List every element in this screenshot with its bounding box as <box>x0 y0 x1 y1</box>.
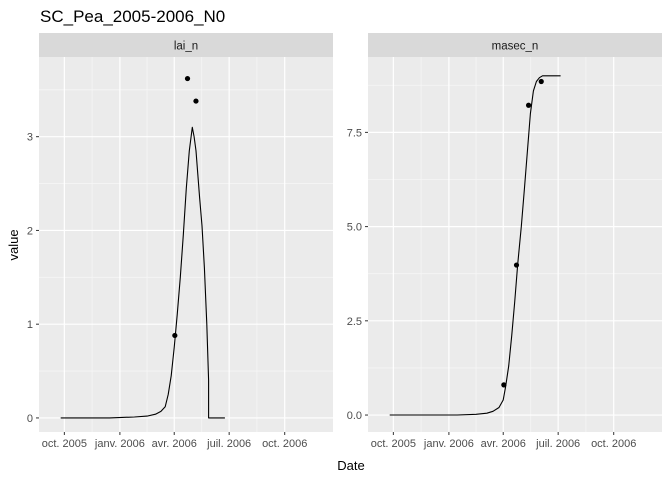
panel-data-layer <box>60 75 225 419</box>
simulated-series-line <box>389 75 561 416</box>
observed-point <box>184 75 191 82</box>
facet-strip-lai-n <box>39 33 333 57</box>
facet-panel-lai-n: lai_n 0 1 2 3 <box>27 33 333 432</box>
x-axis-title: Date <box>337 458 364 473</box>
y-tick-label: 0 <box>27 413 33 425</box>
facet-strip-label: masec_n <box>492 41 539 53</box>
facet-strip-masec-n <box>368 33 662 57</box>
x-tick-label: oct. 2005 <box>42 438 87 450</box>
x-tick-label: juil. 2006 <box>206 438 251 450</box>
panel-data-layer <box>389 75 561 416</box>
observed-point <box>513 262 520 268</box>
y-axis-ticks: 0.0 2.5 5.0 7.5 <box>347 127 368 422</box>
observed-point <box>501 382 507 388</box>
y-tick-label: 7.5 <box>347 127 362 139</box>
facet-panel-masec-n: masec_n 0.0 2.5 5.0 7.5 <box>347 33 662 432</box>
x-tick-label: juil. 2006 <box>535 438 580 450</box>
x-tick-label: janv. 2006 <box>94 438 145 450</box>
panel-gridlines <box>39 57 333 432</box>
y-tick-label: 0.0 <box>347 410 362 422</box>
x-axis-ticks-left: oct. 2005 janv. 2006 avr. 2006 juil. 2006 oc… <box>42 432 307 450</box>
y-axis-ticks: 0 1 2 3 <box>27 132 39 425</box>
y-tick-label: 5.0 <box>347 222 362 234</box>
observed-point <box>193 98 199 104</box>
x-tick-label: janv. 2006 <box>423 438 474 450</box>
observed-point <box>172 332 178 339</box>
y-tick-label: 3 <box>27 132 33 144</box>
simulated-series-line <box>60 126 225 419</box>
y-tick-label: 1 <box>27 319 33 331</box>
x-tick-label: oct. 2005 <box>371 438 416 450</box>
x-axis-ticks-right: oct. 2005 janv. 2006 avr. 2006 juil. 2006 oc… <box>371 432 636 450</box>
y-tick-label: 2 <box>27 225 33 237</box>
chart-title: SC_Pea_2005-2006_N0 <box>40 7 225 26</box>
y-tick-label: 2.5 <box>347 316 362 328</box>
x-tick-label: oct. 2006 <box>591 438 636 450</box>
observed-point <box>538 78 544 85</box>
facet-strip-label: lai_n <box>174 41 198 53</box>
panel-gridlines <box>368 57 662 432</box>
x-tick-label: oct. 2006 <box>262 438 307 450</box>
observed-point <box>525 102 532 108</box>
y-axis-title: value <box>6 229 21 260</box>
x-tick-label: avr. 2006 <box>152 438 197 450</box>
panel-background <box>368 57 662 432</box>
x-tick-label: avr. 2006 <box>481 438 526 450</box>
panel-background <box>39 57 333 432</box>
